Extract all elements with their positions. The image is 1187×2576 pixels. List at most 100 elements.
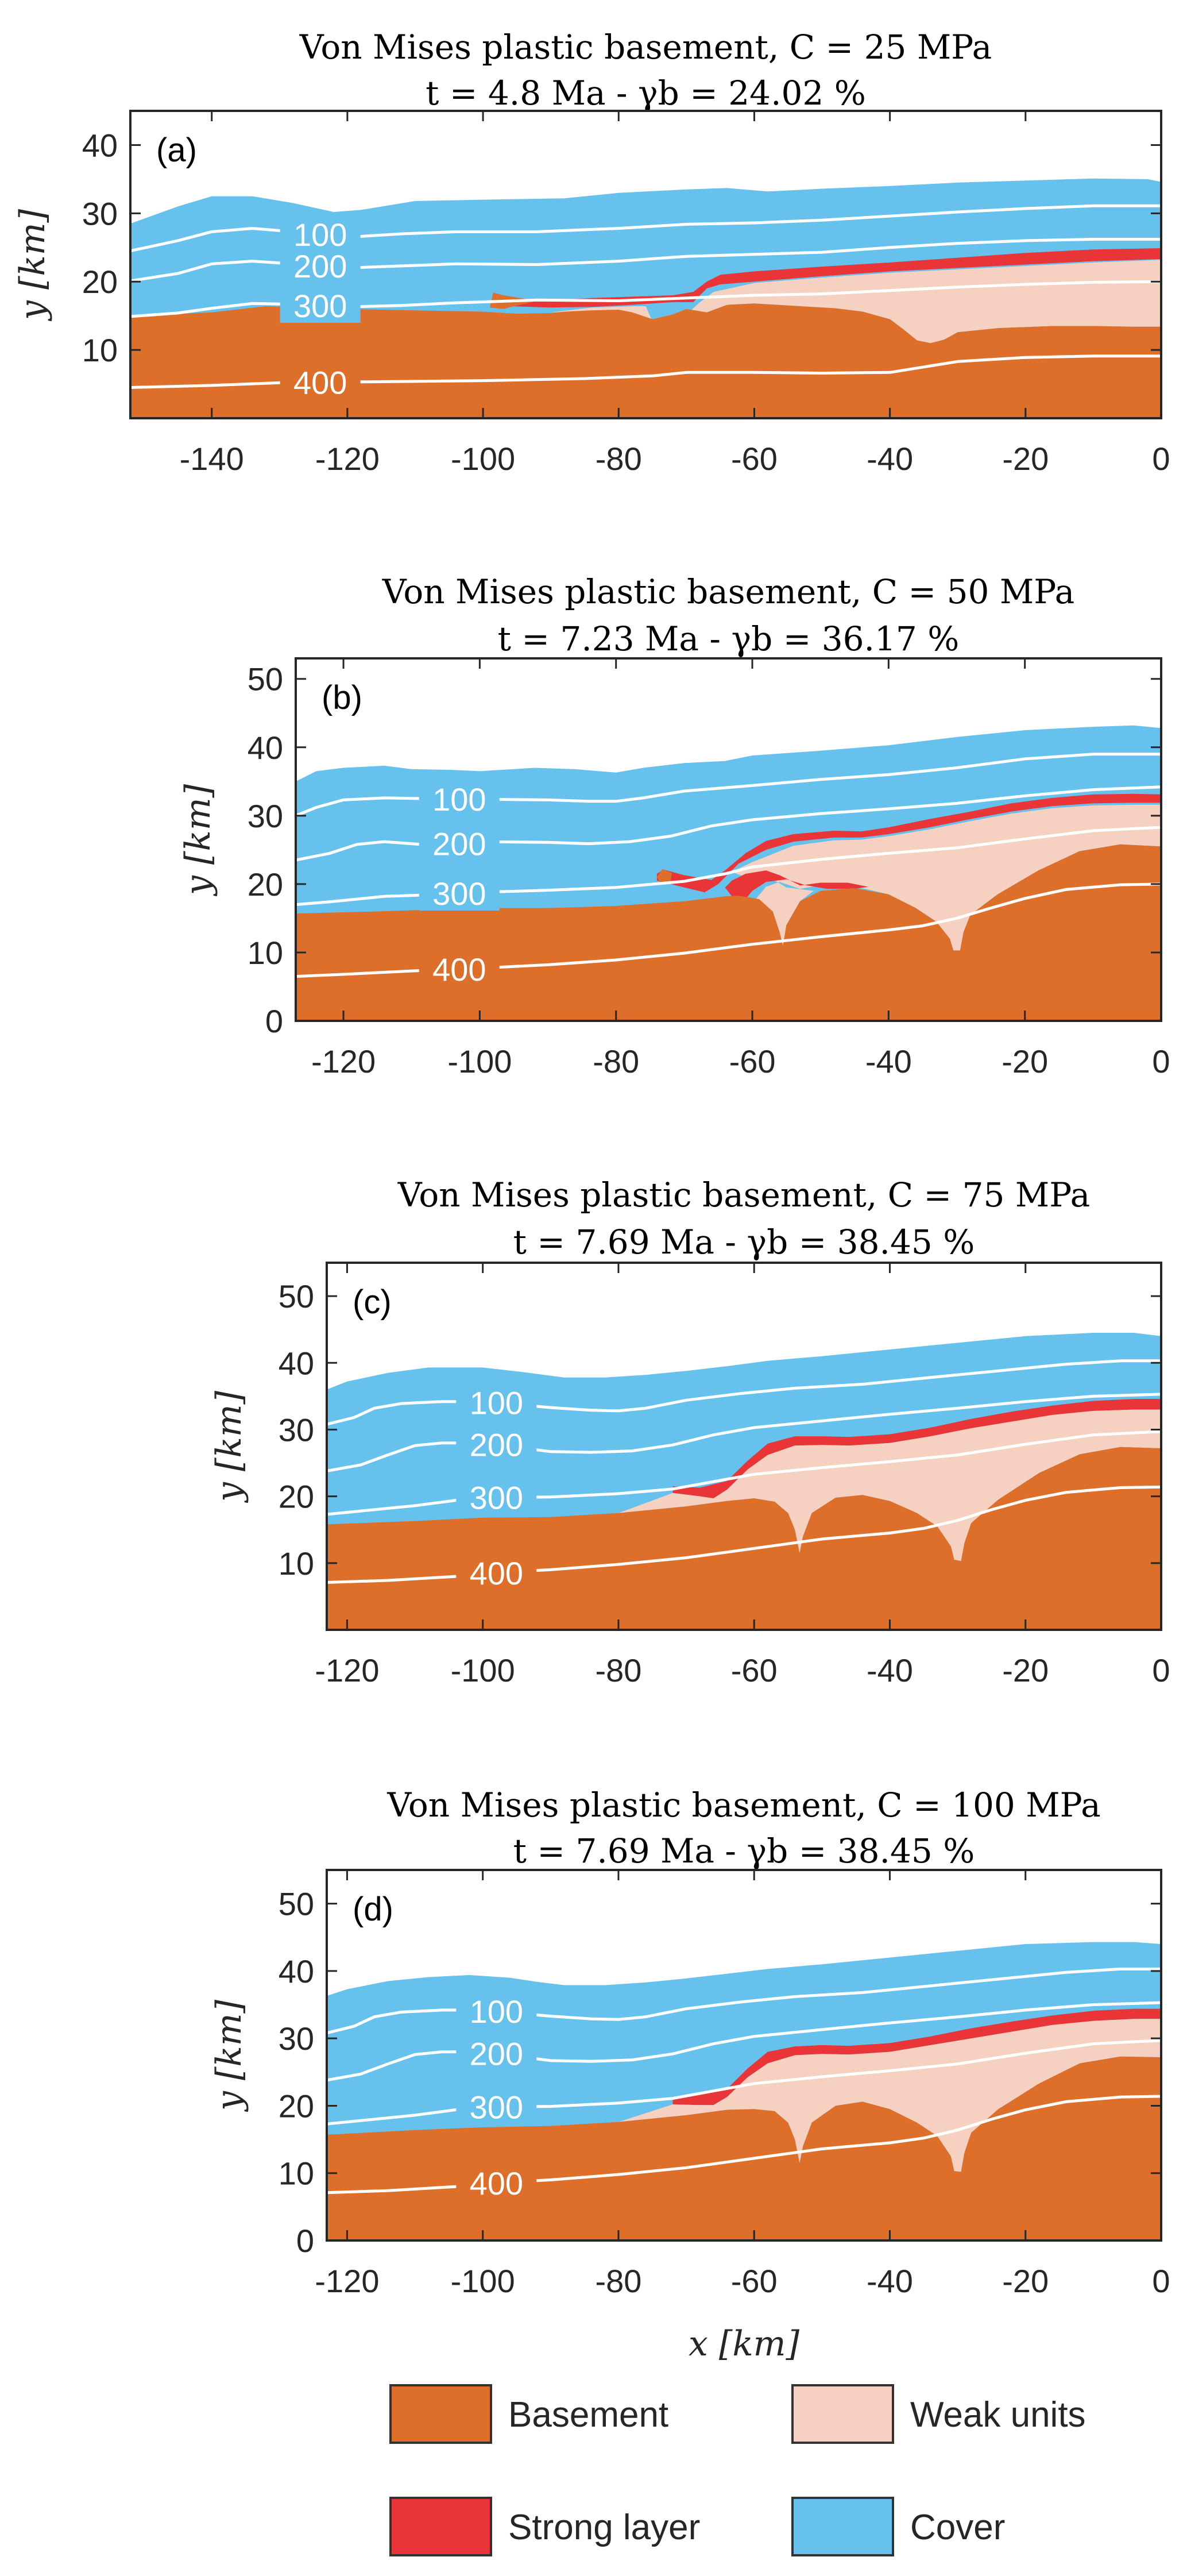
isotherm-label: 200 [432,826,486,862]
x-tick-label: -60 [731,2263,778,2299]
x-tick-label: -20 [1002,441,1049,477]
panel-title: Von Mises plastic basement, C = 50 MPa [382,572,1074,611]
y-tick-label: 0 [296,2223,314,2259]
isotherm-label: 400 [293,364,347,400]
axes-box [326,1262,1162,1631]
panel-a: Von Mises plastic basement, C = 25 MPa t … [13,28,1170,477]
isotherm-300 [327,2039,1161,2126]
y-tick-label: 10 [279,2155,314,2192]
panel-c: Von Mises plastic basement, C = 75 MPa t … [209,1175,1170,1688]
x-tick-label: -120 [315,2263,379,2299]
y-tick-label: 50 [279,1278,314,1314]
x-tick-label: -100 [447,1043,512,1079]
isotherm-label-bg [456,2089,537,2124]
x-tick-label: -60 [731,1652,778,1688]
isotherm-label: 100 [293,217,347,253]
basement-layer [296,844,1161,1021]
axes-box [129,110,1162,419]
isotherm-label: 100 [470,1385,523,1421]
isotherm-label-bg [280,365,361,400]
y-tick-label: 20 [248,866,283,903]
x-tick-label: -80 [595,1652,641,1688]
plot-area: 100 200 300 400 [327,1333,1161,1630]
panel-title: Von Mises plastic basement, C = 75 MPa [397,1175,1090,1214]
panel-subtitle: t = 7.69 Ma - γb = 38.45 % [513,1831,975,1871]
isotherm-100 [327,1359,1161,1426]
isotherm-label-bg [419,826,500,861]
isotherm-label-bg [419,781,500,816]
isotherm-200 [296,785,1161,862]
isotherm-300 [327,1430,1161,1516]
isotherm-label-bg [419,951,500,986]
plot-area: 100 200 300 400 [296,725,1161,1021]
axes-box [326,1869,1162,2242]
strong-layer [672,2008,1161,2105]
axes-box [295,657,1162,1022]
x-tick-label: -20 [1002,1043,1048,1079]
legend: Basement Weak units Strong layer Cover [389,2384,1086,2556]
legend-swatch-weak [791,2384,894,2444]
y-tick-label: 50 [248,661,283,697]
weak-units [732,804,1161,951]
y-tick-label: 10 [82,332,118,368]
strong-layer [510,248,1161,308]
isotherm-100 [327,1967,1161,2035]
x-tick-label: -60 [729,1043,776,1079]
x-tick-label: -60 [731,441,778,477]
isotherm-label: 200 [470,1427,523,1463]
x-tick-label: -140 [180,441,244,477]
isotherm-label: 400 [432,951,486,988]
isotherm-label-bg [456,2036,537,2071]
x-tick-label: -40 [867,1652,913,1688]
weak-units [551,260,1161,344]
isotherm-label-bg [280,217,361,252]
x-tick-label: -120 [315,1652,379,1688]
x-tick-label: -40 [865,1043,912,1079]
y-axis-label: y [km] [13,209,53,322]
x-tick-label: -120 [315,441,380,477]
isotherm-200 [130,238,1161,283]
y-tick-label: 20 [82,264,118,300]
panel-label: (d) [353,1891,393,1928]
isotherm-label: 200 [470,2036,523,2072]
isotherm-200 [327,2001,1161,2082]
y-tick-label: 30 [279,2020,314,2057]
x-tick-label: -100 [451,2263,515,2299]
y-tick-label: 30 [248,798,283,834]
panels: Von Mises plastic basement, C = 25 MPa t … [13,28,1170,2364]
legend-label: Cover [910,2508,1005,2547]
panel-label: (a) [156,132,197,169]
y-tick-label: 20 [279,1479,314,1515]
y-tick-label: 40 [82,127,118,163]
y-tick-label: 40 [248,730,283,766]
x-tick-label: -100 [451,1652,515,1688]
isotherm-label-bg [280,248,361,283]
isotherm-label: 300 [470,1480,523,1516]
y-tick-label: 10 [248,935,283,971]
y-tick-label: 40 [279,1953,314,1989]
legend-swatch-basement [389,2384,492,2444]
isotherm-label-bg [456,1427,537,1462]
panel-label: (c) [353,1283,392,1321]
panel-d: Von Mises plastic basement, C = 100 MPa t… [209,1786,1170,2364]
y-tick-label: 30 [82,195,118,232]
basement-layer [130,303,1161,418]
x-tick-label: -80 [593,1043,639,1079]
isotherm-label-bg [456,1385,537,1420]
panel-title: Von Mises plastic basement, C = 100 MPa [386,1786,1100,1825]
x-axis-label: x [km] [689,2324,800,2364]
plot-area: 100 200 300 400 [327,1942,1161,2240]
y-tick-label: 50 [279,1886,314,1922]
weak-units [618,2019,1161,2172]
weak-units [618,1409,1161,1561]
x-tick-label: -80 [596,441,642,477]
isotherm-label-bg [456,1994,537,2029]
legend-label: Weak units [910,2395,1086,2435]
y-axis-label: y [km] [209,1390,249,1503]
x-tick-label: -100 [451,441,515,477]
isotherm-label: 400 [470,2165,523,2201]
legend-label: Basement [508,2395,668,2435]
isotherm-label: 300 [470,2089,523,2126]
y-tick-label: 30 [279,1412,314,1448]
x-tick-label: 0 [1152,1043,1170,1079]
